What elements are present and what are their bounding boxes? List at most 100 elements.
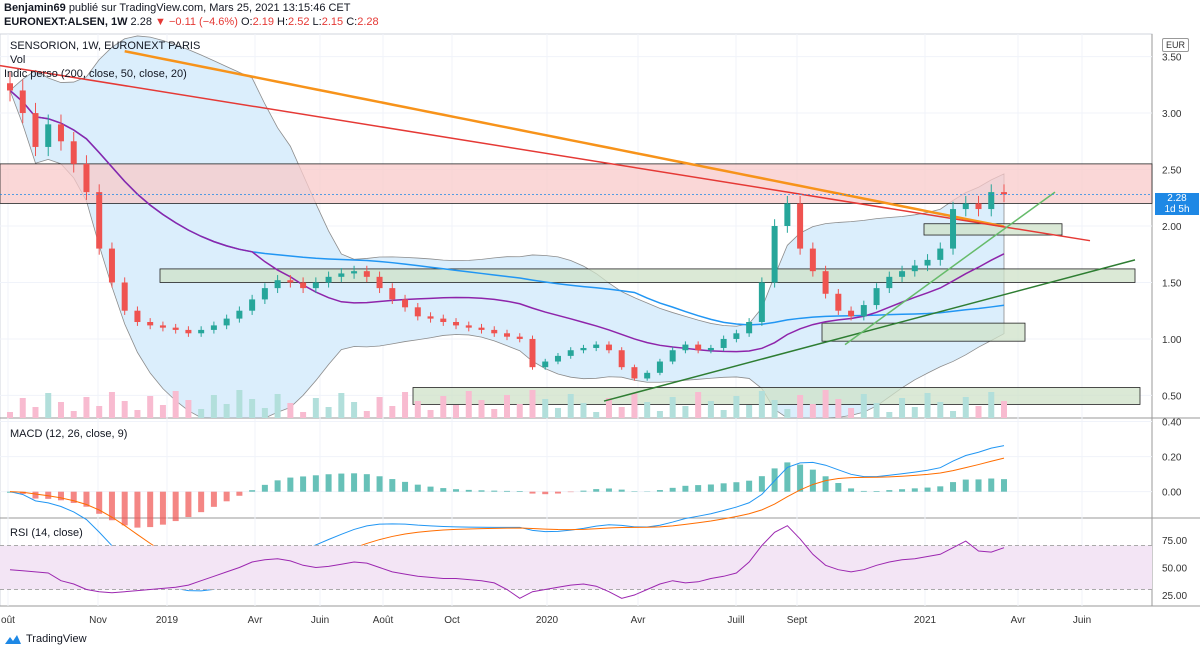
price-tick-label: 3.00: [1162, 109, 1182, 120]
macd-histogram-bar: [809, 469, 816, 492]
macd-histogram-bar: [733, 482, 740, 492]
volume-bar: [363, 411, 370, 418]
volume-bar: [261, 408, 268, 418]
candle-body: [57, 124, 64, 142]
volume-bar: [899, 398, 906, 418]
time-tick-label: Juin: [311, 615, 329, 626]
volume-bar: [758, 391, 765, 418]
last-price: 2.28: [130, 16, 152, 28]
time-tick-label: Nov: [89, 615, 107, 626]
macd-histogram-bar: [312, 475, 319, 492]
macd-histogram-bar: [848, 488, 855, 492]
macd-histogram-bar: [414, 484, 421, 492]
macd-histogram-bar: [758, 476, 765, 492]
candle-body: [491, 329, 498, 334]
macd-histogram-bar: [172, 491, 179, 522]
candle-body: [593, 344, 600, 348]
price-tick-label: 3.50: [1162, 53, 1182, 64]
candle-body: [707, 347, 714, 351]
time-tick-label: Août: [373, 615, 394, 626]
volume-bar: [427, 410, 434, 418]
volume-bar: [695, 392, 702, 418]
zone-box-2: [821, 322, 1026, 342]
volume-bar: [478, 400, 485, 418]
macd-histogram-bar: [32, 491, 39, 499]
macd-histogram-bar: [478, 490, 485, 492]
candle-body: [249, 299, 256, 311]
macd-histogram-bar: [236, 491, 243, 496]
macd-histogram-bar: [529, 491, 536, 494]
volume-bar: [249, 399, 256, 418]
volume-bar: [720, 410, 727, 418]
volume-bar: [7, 412, 13, 418]
volume-bar: [746, 405, 753, 418]
candle-body: [656, 361, 663, 373]
volume-bar: [325, 407, 332, 418]
macd-histogram-bar: [108, 491, 115, 521]
candle-body: [950, 209, 957, 249]
rsi-panel-title: RSI (14, close): [10, 527, 83, 539]
time-tick-label: oût: [1, 615, 15, 626]
candle-body: [1001, 192, 1007, 195]
volume-bar: [669, 397, 676, 418]
candle-body: [848, 310, 855, 317]
candle-body: [274, 280, 281, 289]
candle-body: [554, 355, 561, 362]
candle-body: [899, 271, 906, 277]
macd-histogram-bar: [605, 488, 612, 492]
volume-bar: [797, 395, 804, 418]
volume-bar: [465, 391, 472, 418]
footer: TradingView: [4, 633, 87, 645]
time-tick-label: Avr: [1011, 615, 1026, 626]
time-tick-label: Oct: [444, 615, 460, 626]
volume-bar: [198, 409, 205, 418]
candle-body: [363, 271, 370, 277]
currency-button[interactable]: EUR: [1162, 38, 1190, 52]
macd-histogram-bar: [83, 491, 90, 507]
main-panel-title: SENSORION, 1W, EURONEXT PARIS: [10, 40, 201, 52]
volume-bar: [504, 395, 510, 418]
volume-bar: [223, 404, 230, 418]
volume-bar: [453, 405, 460, 418]
candle-body: [567, 350, 574, 356]
candle-body: [351, 271, 358, 274]
candle-body: [784, 203, 791, 226]
macd-histogram-bar: [937, 486, 944, 492]
price-tick-label: 0.50: [1162, 391, 1182, 402]
candle-body: [720, 338, 727, 348]
candle-body: [580, 347, 587, 351]
macd-histogram-bar: [504, 490, 510, 492]
macd-histogram-bar: [210, 491, 217, 507]
macd-histogram-bar: [707, 484, 714, 492]
candle-body: [860, 305, 867, 317]
volume-bar: [618, 407, 625, 418]
volume-bar: [159, 405, 166, 418]
volume-bar: [19, 398, 26, 418]
macd-histogram-bar: [465, 489, 472, 492]
candle-body: [835, 293, 842, 311]
trend-line-red: [0, 64, 1091, 242]
volume-bar: [300, 412, 307, 418]
candle-body: [185, 329, 192, 334]
volume-bar: [210, 395, 217, 418]
candle-body: [121, 282, 128, 311]
macd-histogram-bar: [440, 488, 447, 492]
candle-body: [605, 344, 612, 351]
volume-bar: [274, 394, 281, 418]
volume-bar: [937, 402, 944, 418]
brand-name[interactable]: TradingView: [26, 633, 87, 645]
open-value: 2.19: [252, 16, 274, 28]
candle-body: [822, 271, 829, 294]
trend-line-green: [603, 259, 1136, 402]
macd-histogram-bar: [402, 481, 409, 492]
time-tick-label: Juin: [1073, 615, 1091, 626]
macd-histogram-bar: [249, 490, 256, 492]
rsi-tick-label: 75.00: [1162, 536, 1187, 547]
candle-body: [453, 322, 460, 326]
close-value: 2.28: [357, 16, 379, 28]
time-tick-label: 2021: [914, 615, 937, 626]
candle-body: [478, 327, 485, 330]
candle-body: [695, 344, 702, 351]
candle-body: [758, 282, 765, 322]
